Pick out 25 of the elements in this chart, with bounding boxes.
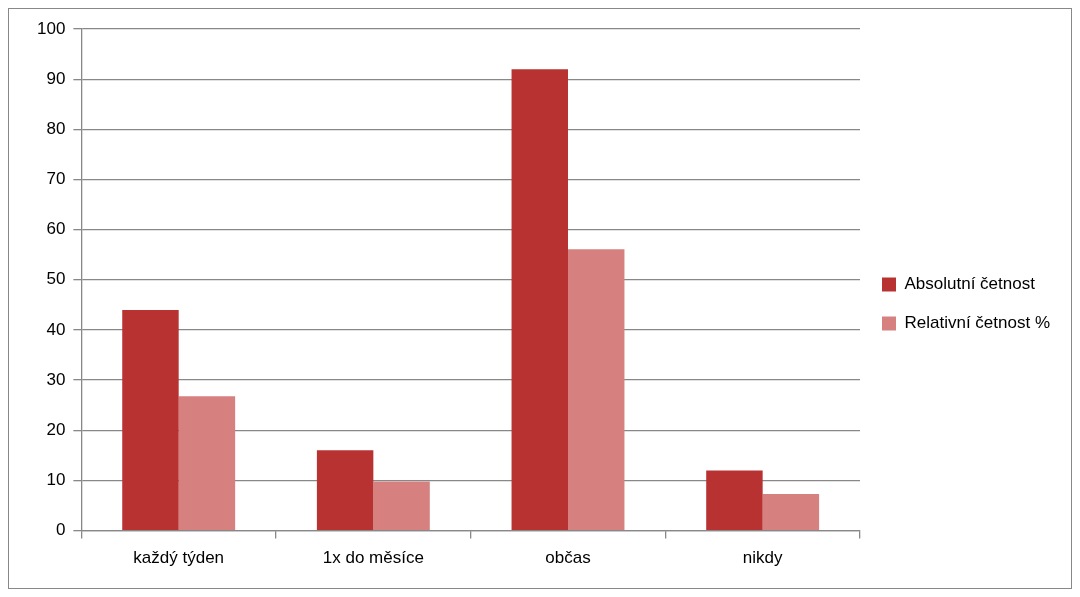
- bar: [762, 493, 820, 530]
- bar: [568, 249, 625, 530]
- x-tick-label: každý týden: [133, 548, 225, 568]
- legend-label: Relativní četnost %: [904, 313, 1050, 333]
- y-tick-label: 0: [55, 520, 66, 540]
- x-tick-label: nikdy: [742, 548, 783, 568]
- y-tick-label: 80: [46, 119, 66, 139]
- x-tick-label: občas: [545, 548, 591, 568]
- y-tick-label: 10: [46, 470, 66, 490]
- x-tick-label: 1x do měsíce: [322, 548, 424, 568]
- y-tick-label: 30: [46, 369, 66, 389]
- y-tick-label: 90: [46, 68, 66, 88]
- y-tick-label: 20: [46, 419, 66, 439]
- legend-label: Absolutní četnost: [904, 274, 1036, 294]
- bar: [122, 309, 179, 530]
- y-tick-label: 70: [46, 169, 66, 189]
- y-tick-label: 60: [46, 219, 66, 239]
- bar: [706, 470, 763, 530]
- bar: [511, 69, 568, 530]
- y-tick-label: 40: [46, 319, 66, 339]
- bar: [316, 450, 374, 530]
- bar: [178, 396, 236, 530]
- bar: [373, 481, 430, 530]
- y-tick-label: 100: [36, 18, 66, 38]
- y-tick-label: 50: [46, 269, 66, 289]
